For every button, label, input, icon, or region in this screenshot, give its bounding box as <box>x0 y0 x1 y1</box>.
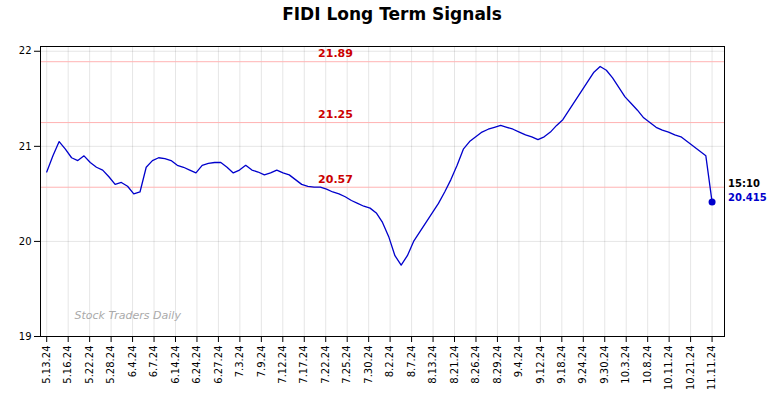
svg-text:22: 22 <box>19 45 32 56</box>
svg-text:7.25.24: 7.25.24 <box>341 346 352 384</box>
svg-text:11.11.24: 11.11.24 <box>706 346 717 391</box>
svg-text:9.18.24: 9.18.24 <box>556 346 567 384</box>
svg-text:19: 19 <box>19 331 32 342</box>
svg-text:10.3.24: 10.3.24 <box>620 346 631 384</box>
svg-text:6.4.24: 6.4.24 <box>127 346 138 378</box>
svg-text:9.4.24: 9.4.24 <box>513 346 524 378</box>
svg-text:Stock Traders Daily: Stock Traders Daily <box>75 309 182 322</box>
svg-text:9.12.24: 9.12.24 <box>535 346 546 384</box>
svg-text:10.8.24: 10.8.24 <box>642 346 653 384</box>
svg-text:8.26.24: 8.26.24 <box>470 346 481 384</box>
svg-text:7.12.24: 7.12.24 <box>277 346 288 384</box>
svg-text:20: 20 <box>19 236 32 247</box>
svg-text:21.89: 21.89 <box>318 47 353 60</box>
svg-text:9.30.24: 9.30.24 <box>599 346 610 384</box>
svg-text:6.24.24: 6.24.24 <box>191 346 202 384</box>
svg-text:5.16.24: 5.16.24 <box>62 346 73 384</box>
svg-text:10.11.24: 10.11.24 <box>663 346 674 391</box>
svg-text:8.2.24: 8.2.24 <box>384 346 395 378</box>
svg-text:7.9.24: 7.9.24 <box>256 346 267 378</box>
svg-text:7.30.24: 7.30.24 <box>363 346 374 384</box>
svg-text:7.3.24: 7.3.24 <box>234 346 245 378</box>
svg-text:6.7.24: 6.7.24 <box>148 346 159 378</box>
svg-text:20.57: 20.57 <box>318 173 353 186</box>
svg-text:9.24.24: 9.24.24 <box>577 346 588 384</box>
svg-text:21: 21 <box>19 141 32 152</box>
svg-text:8.21.24: 8.21.24 <box>449 346 460 384</box>
html-text:FIDI Long Term Signals: FIDI Long Term Signals <box>282 4 502 24</box>
svg-text:5.22.24: 5.22.24 <box>84 346 95 384</box>
svg-text:10.21.24: 10.21.24 <box>685 346 696 391</box>
svg-text:15:10: 15:10 <box>728 178 760 189</box>
svg-text:20.415: 20.415 <box>728 192 767 203</box>
svg-text:5.28.24: 5.28.24 <box>105 346 116 384</box>
svg-text:7.22.24: 7.22.24 <box>320 346 331 384</box>
svg-text:6.27.24: 6.27.24 <box>213 346 224 384</box>
svg-text:7.17.24: 7.17.24 <box>298 346 309 384</box>
svg-text:8.13.24: 8.13.24 <box>427 346 438 384</box>
svg-text:21.25: 21.25 <box>318 108 353 121</box>
svg-text:6.14.24: 6.14.24 <box>170 346 181 384</box>
svg-text:5.13.24: 5.13.24 <box>41 346 52 384</box>
svg-text:8.29.24: 8.29.24 <box>492 346 503 384</box>
svg-text:8.7.24: 8.7.24 <box>406 346 417 378</box>
